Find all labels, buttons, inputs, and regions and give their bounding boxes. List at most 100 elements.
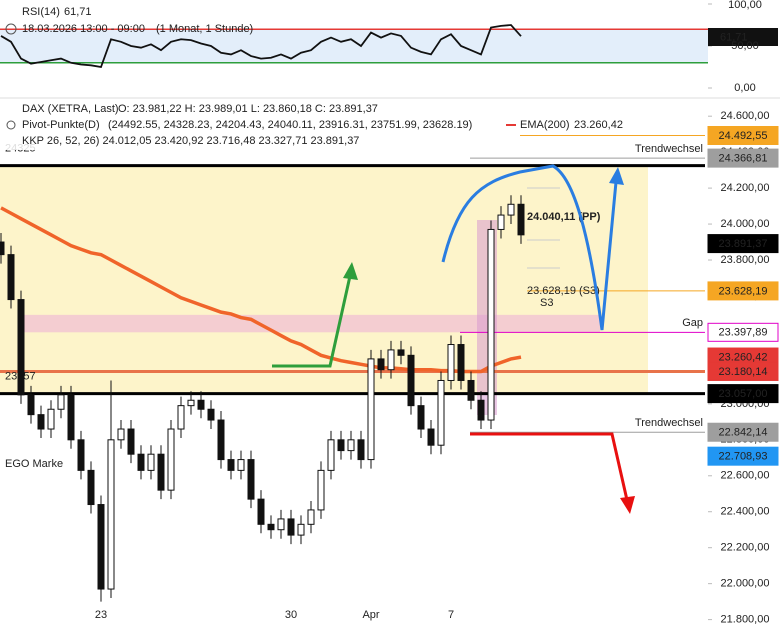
ema-value: 23.260,42 bbox=[574, 119, 623, 131]
value-badge-text: 23.397,89 bbox=[719, 327, 768, 339]
candle-body bbox=[467, 379, 475, 401]
candle-body bbox=[0, 241, 5, 256]
rsi-date: 18.03.2026 13:00 - 09:00 bbox=[22, 23, 145, 35]
candle-body bbox=[317, 469, 325, 511]
y-tick-label: 22.000,00 bbox=[721, 578, 770, 590]
icon bbox=[5, 23, 17, 35]
candle-body bbox=[87, 469, 95, 506]
candle-body bbox=[417, 405, 425, 430]
candle-body bbox=[187, 399, 195, 407]
candle-body bbox=[457, 344, 465, 381]
rsi-title: RSI(14) bbox=[22, 6, 60, 18]
value-badge bbox=[707, 384, 779, 404]
header-bg bbox=[0, 100, 520, 150]
price-panel: Trendwechsel24325Gap23057TrendwechselEGO… bbox=[0, 115, 712, 621]
candle-body bbox=[517, 203, 525, 236]
ohlc: O: 23.981,22 H: 23.989,01 L: 23.860,18 C… bbox=[118, 103, 378, 115]
candle-body bbox=[147, 453, 155, 471]
arrowhead bbox=[609, 167, 624, 185]
value-badge-text: 61,71 bbox=[720, 31, 748, 43]
annotation: Trendwechsel bbox=[635, 143, 703, 155]
value-badge-text: 22.708,93 bbox=[719, 451, 768, 463]
rsi-panel: 61,71 RSI(14) 61,71 18.03.2026 13:00 - 09:0… bbox=[0, 3, 778, 89]
blue-arrow bbox=[441, 164, 618, 331]
candle-body bbox=[137, 453, 145, 471]
candle-body bbox=[27, 394, 35, 416]
pivot-label: 24.040,11 (PP) bbox=[527, 211, 601, 223]
candle-body bbox=[247, 459, 255, 500]
zone bbox=[0, 165, 648, 394]
value-badge bbox=[707, 281, 779, 301]
candle-body bbox=[47, 408, 55, 430]
candle-body bbox=[307, 509, 315, 525]
y-tick-label: 100,00 bbox=[728, 0, 762, 11]
icon bbox=[6, 120, 16, 130]
annotation: Gap bbox=[682, 317, 703, 329]
candle-body bbox=[127, 428, 135, 455]
value-badge-text: 23.180,14 bbox=[719, 366, 768, 378]
candle-body bbox=[117, 428, 125, 441]
y-tick-label: 0,00 bbox=[734, 82, 755, 94]
candle-body bbox=[407, 354, 415, 407]
candle-body bbox=[397, 349, 405, 356]
y-tick-label: 24.200,00 bbox=[721, 182, 770, 194]
candle-body bbox=[477, 399, 485, 421]
candle-body bbox=[357, 439, 365, 461]
candle-body bbox=[387, 349, 395, 371]
candle-body bbox=[237, 459, 245, 471]
value-badge bbox=[707, 422, 779, 442]
annotation: EGO Marke bbox=[5, 458, 63, 470]
candle-body bbox=[57, 394, 65, 410]
arrowhead bbox=[343, 262, 358, 280]
candle-body bbox=[77, 439, 85, 471]
ema-line bbox=[0, 206, 522, 374]
candle-body bbox=[257, 498, 265, 525]
pivot-label: S3 bbox=[540, 297, 553, 309]
annotation: Trendwechsel bbox=[635, 417, 703, 429]
candle-body bbox=[217, 419, 225, 461]
pivot-values: (24492.55, 24328.23, 24204.43, 24040.11,… bbox=[108, 119, 472, 131]
x-tick-label: 30 bbox=[285, 609, 297, 621]
ema-title: EMA(200) bbox=[520, 119, 570, 131]
rsi-line bbox=[0, 24, 522, 69]
candle-body bbox=[277, 518, 285, 531]
value-badge bbox=[707, 126, 779, 146]
y-tick-label: 22.600,00 bbox=[721, 470, 770, 482]
candle-body bbox=[447, 344, 455, 381]
arrows bbox=[272, 164, 635, 514]
candle-body bbox=[327, 439, 335, 471]
candle-body bbox=[207, 408, 215, 421]
value-badge-text: 23.260,42 bbox=[719, 351, 768, 363]
candle-body bbox=[497, 214, 505, 230]
candle-body bbox=[287, 518, 295, 536]
candle-body bbox=[507, 203, 515, 216]
candle-body bbox=[227, 459, 235, 471]
value-badge-text: 22.842,14 bbox=[719, 427, 768, 439]
rsi-period: (1 Monat, 1 Stunde) bbox=[156, 23, 253, 35]
candle-body bbox=[377, 358, 385, 371]
arrowhead bbox=[620, 496, 635, 514]
y-tick-label: 23.800,00 bbox=[721, 254, 770, 266]
candle-body bbox=[437, 379, 445, 446]
candle-body bbox=[197, 399, 205, 410]
y-tick-label: 22.200,00 bbox=[721, 542, 770, 554]
value-badge bbox=[707, 446, 779, 466]
candle-body bbox=[97, 504, 105, 590]
candle-body bbox=[347, 439, 355, 452]
pivot-label: 23.628,19 (S3) bbox=[527, 285, 600, 297]
x-tick-label: 7 bbox=[448, 609, 454, 621]
red-arrow bbox=[470, 432, 629, 501]
candle-body bbox=[157, 453, 165, 491]
candle-body bbox=[267, 523, 275, 531]
candle-body bbox=[337, 439, 345, 452]
candle-body bbox=[487, 228, 495, 421]
zone bbox=[20, 314, 600, 333]
candle-body bbox=[17, 299, 25, 396]
candle-body bbox=[7, 254, 15, 301]
y-tick-label: 50,00 bbox=[731, 40, 759, 52]
rsi-value: 61,71 bbox=[64, 6, 92, 18]
y-tick-label: 21.800,00 bbox=[721, 614, 770, 625]
candle-body bbox=[167, 428, 175, 491]
